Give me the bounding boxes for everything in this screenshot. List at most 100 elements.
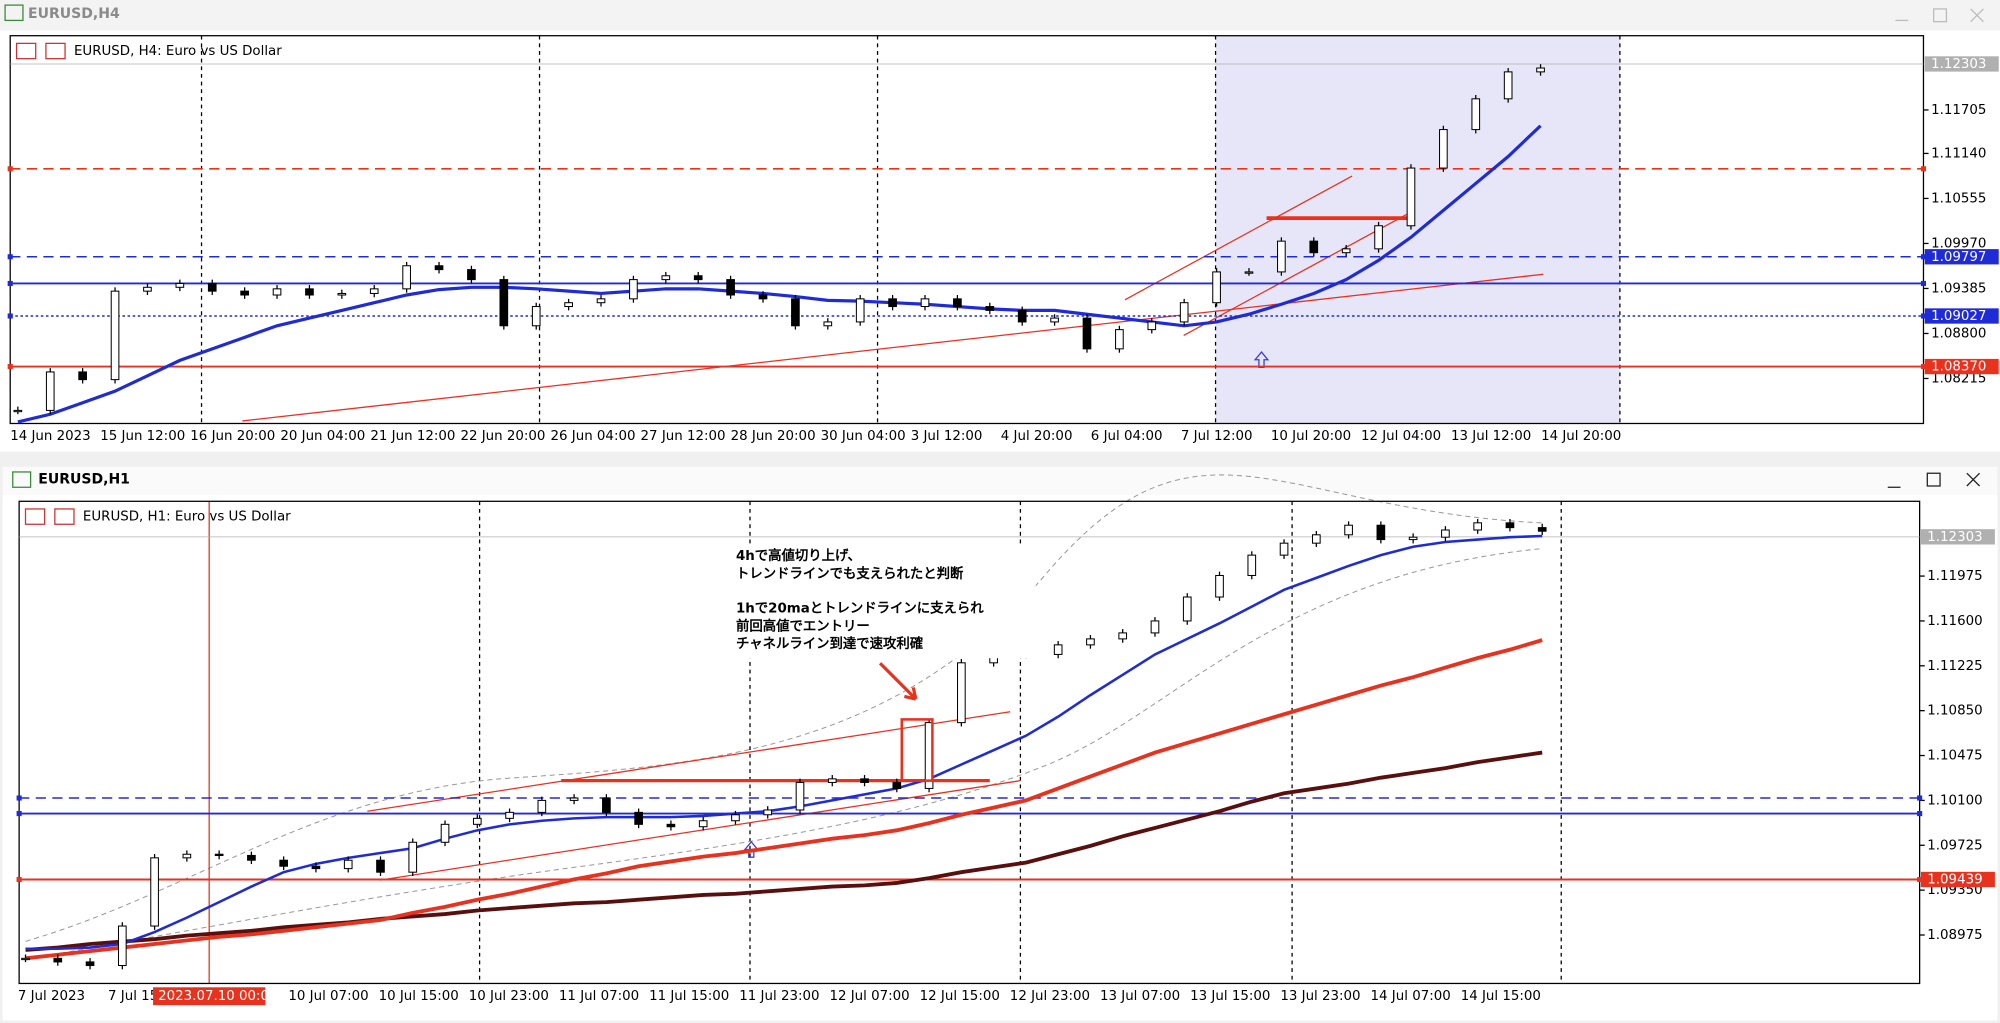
note-text: チャネルライン到達で速攻利確 (736, 635, 924, 652)
candle (795, 781, 805, 811)
x-tick-label: 6 Jul 04:00 (1091, 429, 1163, 444)
x-tick-label: 7 Jul 2023 (18, 989, 85, 1004)
x-tick-label: 28 Jun 20:00 (731, 429, 816, 444)
band-lower (25, 547, 1544, 960)
symbol-label: EURUSD, H1: Euro vs US Dollar (83, 510, 291, 525)
selection-area (1215, 35, 1620, 424)
candle (537, 799, 547, 813)
level-box (1924, 358, 1999, 375)
level-handle (7, 313, 13, 319)
candle (440, 823, 450, 843)
moving-average (25, 750, 1543, 952)
level-handle (16, 811, 22, 817)
title-bar (0, 0, 2000, 31)
x-tick-label: 12 Jul 23:00 (1010, 989, 1090, 1004)
level-handle (7, 364, 13, 370)
note-text: 4hで高値切り上げ、 (736, 547, 861, 564)
x-tick-label: 12 Jul 15:00 (920, 989, 1000, 1004)
candle (337, 292, 347, 296)
candle (602, 797, 611, 813)
x-tick-label: 20 Jun 04:00 (280, 429, 365, 444)
candle (693, 275, 703, 281)
moving-average (17, 124, 1542, 424)
close[interactable] (1966, 472, 1981, 487)
close[interactable] (1970, 8, 1984, 23)
candle (1279, 542, 1289, 556)
level-label: 1.09439 (1927, 872, 1982, 887)
level-handle (1920, 313, 1927, 319)
candle (860, 778, 869, 783)
window-buttons[interactable] (1895, 8, 1984, 23)
candle (272, 288, 282, 296)
candle (629, 279, 638, 300)
toolbar-icons (15, 42, 66, 60)
candle (214, 853, 224, 857)
candle (1053, 644, 1063, 655)
maximize[interactable] (1926, 472, 1941, 487)
candle (1503, 71, 1513, 100)
candle (343, 859, 353, 870)
candle (1473, 522, 1483, 531)
candle (1471, 98, 1481, 131)
level-handle (7, 254, 13, 260)
candle (499, 279, 509, 327)
last-price-label: 1.12303 (1931, 57, 1986, 72)
candle (1150, 620, 1160, 634)
candle (758, 294, 768, 300)
x-tick-label: 14 Jul 20:00 (1541, 429, 1621, 444)
x-tick-label: 10 Jul 15:00 (379, 989, 459, 1004)
x-tick-label: 10 Jul 07:00 (288, 989, 368, 1004)
x-tick-label: 21 Jun 12:00 (370, 429, 455, 444)
y-tick-label: 1.11140 (1931, 146, 1986, 161)
level-handle (16, 795, 22, 801)
y-tick-label: 1.09970 (1931, 236, 1986, 251)
y-tick-label: 1.11225 (1927, 659, 1982, 674)
candle (985, 306, 995, 311)
candle (892, 781, 902, 789)
window-title: EURUSD,H4 (28, 6, 120, 22)
x-tick-label: 30 Jun 04:00 (821, 429, 906, 444)
y-tick-label: 1.08800 (1931, 326, 1986, 341)
candle (1505, 522, 1515, 529)
candle (1406, 167, 1416, 227)
maximize[interactable] (1933, 8, 1948, 23)
x-tick-label: 3 Jul 12:00 (911, 429, 983, 444)
x-tick-label: 10 Jul 20:00 (1271, 429, 1351, 444)
candle (726, 279, 735, 296)
candle (472, 817, 482, 825)
x-tick-label: 7 Jul 12:00 (1181, 429, 1253, 444)
note-arrow (878, 662, 918, 701)
candle (279, 859, 289, 867)
candle (311, 865, 321, 870)
window-buttons[interactable] (1887, 472, 1981, 488)
level-handle (1917, 876, 1923, 883)
level-box (1924, 308, 1999, 324)
candle (823, 321, 833, 327)
candle (791, 298, 800, 327)
icon (45, 42, 66, 60)
candle (1441, 529, 1450, 538)
candle (1374, 225, 1383, 250)
x-tick-label: 14 Jul 07:00 (1371, 989, 1451, 1004)
annotation: 4hで高値切り上げ、トレンドラインでも支えられたと判断 1hで20maとトレンドラ… (729, 545, 1036, 782)
y-tick-label: 1.11600 (1927, 614, 1982, 629)
candle (763, 809, 773, 816)
x-tick-label: 7 Jul 15 (108, 989, 158, 1004)
x-tick-label: 15 Jun 12:00 (100, 429, 185, 444)
candle (564, 302, 573, 308)
candle (1344, 524, 1353, 536)
level-handle (16, 876, 22, 883)
candle (827, 778, 837, 783)
candle (110, 290, 120, 381)
icon (15, 42, 37, 60)
x-tick-label: 11 Jul 23:00 (739, 989, 819, 1004)
level-handle (7, 166, 13, 172)
x-tick-label: 13 Jul 12:00 (1451, 429, 1531, 444)
x-tick-label: 14 Jul 15:00 (1461, 989, 1541, 1004)
x-tick-label: 12 Jul 04:00 (1361, 429, 1441, 444)
candle (1050, 317, 1059, 323)
candle (1537, 527, 1547, 532)
candle (402, 265, 411, 290)
